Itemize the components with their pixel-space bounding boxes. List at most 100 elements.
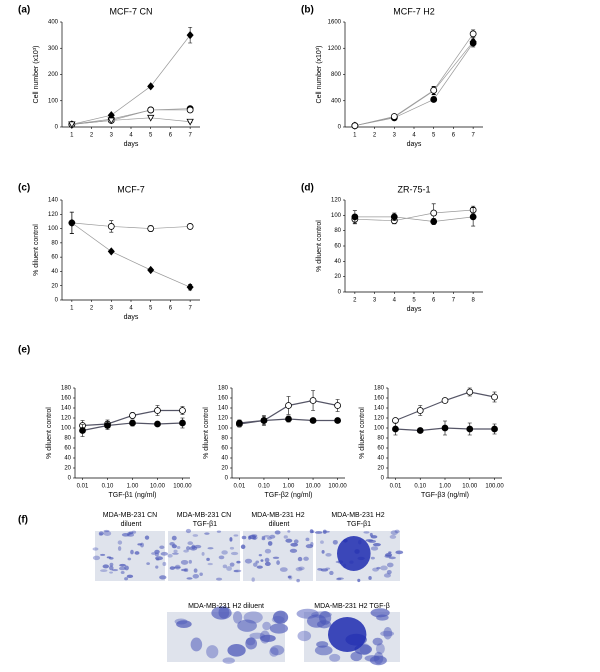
cell <box>335 560 340 564</box>
x-tick-label: 0.01 <box>77 484 89 490</box>
cell <box>221 550 228 555</box>
cell <box>226 566 233 571</box>
cell <box>174 564 181 570</box>
marker <box>186 31 194 40</box>
cell <box>216 530 222 533</box>
chart-title: MCF-7 <box>117 184 145 194</box>
cell <box>269 623 289 634</box>
marker <box>469 213 477 221</box>
cell <box>111 568 119 572</box>
y-tick-label: 120 <box>61 416 72 422</box>
marker <box>147 106 155 114</box>
marker <box>186 118 194 126</box>
cell <box>298 566 305 571</box>
y-tick-label: 40 <box>221 456 228 462</box>
cell <box>118 566 126 571</box>
cell <box>285 538 293 543</box>
cell <box>154 549 160 554</box>
cell <box>120 570 125 575</box>
series-line <box>354 42 474 127</box>
y-tick-label: 80 <box>51 240 58 246</box>
cell <box>103 529 110 533</box>
cell <box>206 557 210 561</box>
y-tick-label: 60 <box>334 244 341 250</box>
cell <box>159 575 167 580</box>
micrograph <box>296 608 400 666</box>
y-axis-label: % diluent control <box>46 407 53 459</box>
y-tick-label: 0 <box>338 125 342 131</box>
cell <box>287 530 291 533</box>
marker <box>154 407 161 414</box>
y-tick-label: 140 <box>218 406 229 412</box>
cell <box>222 564 228 569</box>
panel-label: (a) <box>18 5 30 16</box>
x-tick-label: 0.10 <box>414 484 426 490</box>
marker <box>466 388 474 396</box>
y-tick-label: 60 <box>377 446 384 452</box>
cell <box>187 541 194 545</box>
cell <box>264 548 272 554</box>
cell <box>98 531 104 536</box>
cell <box>258 553 263 557</box>
cell <box>128 531 134 535</box>
x-tick-label: 4 <box>393 298 397 304</box>
cell <box>267 541 273 546</box>
cell <box>261 537 266 541</box>
marker <box>107 247 115 256</box>
y-tick-label: 40 <box>64 456 71 462</box>
chart-title: MCF-7 CN <box>110 6 153 16</box>
cell <box>305 544 314 549</box>
cell <box>199 572 203 577</box>
marker <box>107 117 115 125</box>
x-tick-label: 4 <box>412 133 416 139</box>
cell <box>295 567 303 572</box>
cell <box>169 566 176 570</box>
x-tick-label: 2 <box>90 306 94 312</box>
cell <box>290 542 299 547</box>
y-axis-label: % diluent control <box>203 407 210 459</box>
cell <box>322 529 327 534</box>
image-label: MDA-MB-231 CN TGF-β1 <box>177 512 231 528</box>
micrograph <box>167 528 242 581</box>
marker <box>285 415 292 423</box>
cell <box>216 577 223 581</box>
x-axis-label: TGF-β2 (ng/ml) <box>265 492 313 499</box>
marker <box>235 419 243 427</box>
x-tick-label: 6 <box>432 298 436 304</box>
x-tick-label: 6 <box>169 306 173 312</box>
cell <box>269 534 276 539</box>
series-line <box>71 222 191 288</box>
cell <box>174 618 188 625</box>
x-tick-label: 7 <box>188 306 192 312</box>
marker <box>104 422 111 429</box>
y-tick-label: 40 <box>334 259 341 265</box>
cell <box>325 567 331 570</box>
cell <box>249 632 266 639</box>
image-label: MDA-MB-231 H2 TGF-β <box>314 603 389 610</box>
cell <box>332 539 338 545</box>
x-tick-label: 4 <box>129 133 133 139</box>
cell <box>207 547 214 550</box>
x-tick-label: 0.01 <box>234 484 246 490</box>
cell <box>256 565 263 569</box>
cell <box>305 537 310 542</box>
cell <box>368 576 372 580</box>
cell <box>310 542 314 547</box>
marker <box>466 425 474 433</box>
series-line <box>354 33 474 127</box>
y-tick-label: 1600 <box>328 20 342 26</box>
marker <box>147 265 155 275</box>
y-tick-label: 120 <box>218 416 229 422</box>
marker <box>441 424 449 432</box>
y-tick-label: 120 <box>48 212 59 218</box>
marker <box>491 425 498 433</box>
micrograph <box>240 529 315 583</box>
panel-label: (d) <box>301 183 314 194</box>
cell <box>201 551 205 556</box>
cell <box>130 549 134 555</box>
x-tick-label: 6 <box>169 133 173 139</box>
marker <box>430 86 438 94</box>
cell <box>370 556 375 560</box>
series-line <box>71 34 191 125</box>
